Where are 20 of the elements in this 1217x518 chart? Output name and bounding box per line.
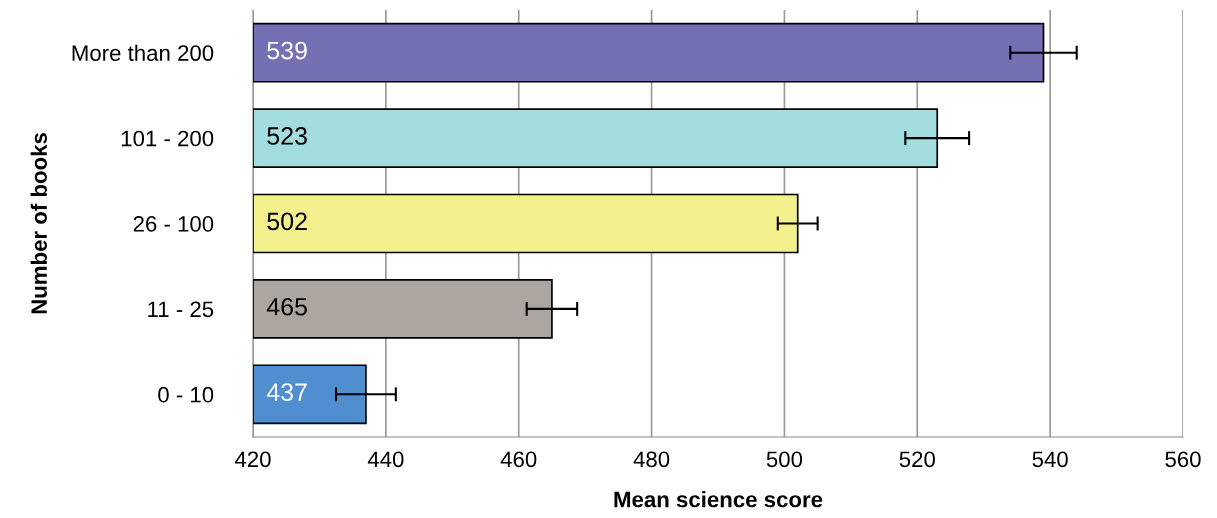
x-tick-label: 440: [367, 451, 404, 468]
x-axis-title: Mean science score: [614, 491, 823, 508]
x-tick-label: 460: [500, 451, 537, 468]
data-label: 523: [267, 127, 307, 145]
data-label: 502: [267, 212, 307, 231]
x-tick-label: 560: [1165, 451, 1201, 468]
data-label: 437: [266, 383, 307, 402]
y-axis-title: Number of books: [30, 133, 47, 314]
data-label: 539: [267, 41, 307, 60]
x-tick-label: 480: [633, 451, 670, 468]
x-tick-label: 500: [766, 451, 803, 468]
y-tick-label: 101 - 200: [121, 130, 214, 147]
y-tick-label: 11 - 25: [148, 301, 214, 318]
y-tick-label: More than 200: [72, 44, 214, 61]
x-tick-label: 420: [234, 451, 271, 468]
x-tick-label: 540: [1032, 451, 1068, 468]
x-tick-label: 520: [899, 451, 935, 468]
y-tick-label: 0 - 10: [158, 386, 214, 403]
y-tick-label: 26 - 100: [133, 216, 214, 232]
data-label: 465: [266, 297, 307, 316]
